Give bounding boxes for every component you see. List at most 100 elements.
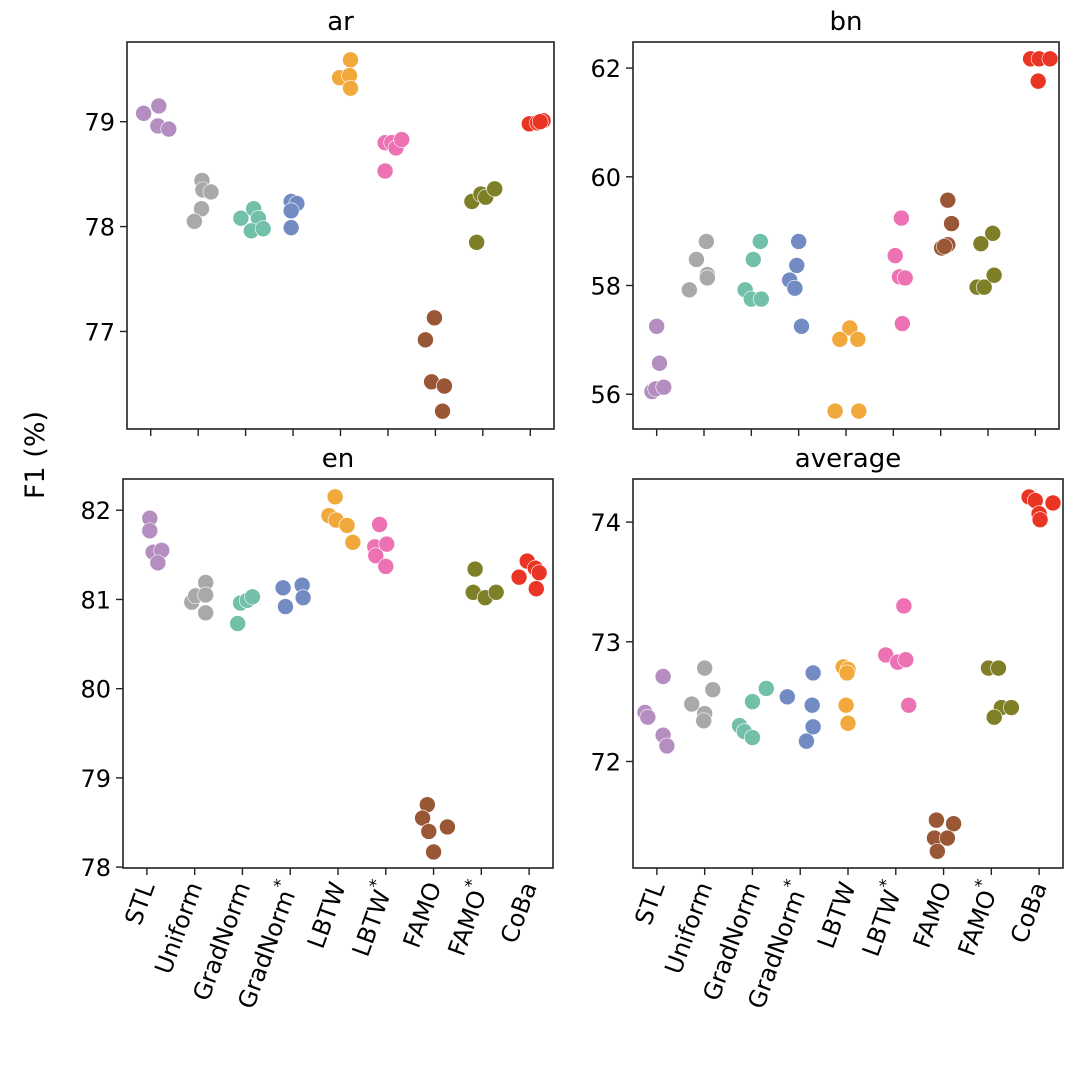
y-tick-label: 78: [84, 214, 115, 242]
data-point: [696, 659, 713, 677]
plot-frame: [126, 41, 555, 430]
x-tick-label-text: LBTW: [302, 878, 352, 952]
series-coba: [510, 552, 548, 598]
data-point: [342, 51, 359, 69]
x-tick-label: STL: [119, 878, 160, 929]
panel-average: average727374STLUniformGradNormGradNorm*…: [590, 444, 1064, 1012]
series-lbtw-star: [376, 131, 411, 180]
data-point: [274, 579, 292, 597]
series-lbtw: [826, 319, 868, 420]
y-tick-label: 79: [84, 109, 115, 137]
panel-ar: ar 77 78 79: [84, 7, 555, 436]
data-point: [436, 377, 453, 395]
series-gradnorm-star: [282, 193, 306, 236]
series-gradnorm: [232, 200, 272, 240]
data-point: [197, 586, 214, 604]
data-point: [141, 522, 159, 540]
data-point: [282, 219, 300, 236]
y-tick-label: 82: [80, 497, 111, 525]
x-tick-label-text: STL: [629, 878, 670, 929]
data-point: [1031, 511, 1049, 528]
x-tick-label-text: LBTW: [347, 886, 397, 960]
series-famo-star: [464, 560, 505, 606]
data-point: [886, 247, 904, 264]
panel-title: average: [795, 444, 901, 474]
data-point: [527, 580, 545, 598]
data-point: [149, 554, 167, 572]
data-point: [651, 354, 668, 372]
data-point: [752, 290, 770, 308]
data-point: [744, 729, 761, 746]
data-point: [439, 818, 456, 836]
data-point: [202, 183, 220, 201]
data-point: [972, 235, 990, 252]
series-famo-star: [968, 225, 1003, 296]
data-point: [277, 598, 294, 615]
data-point: [698, 233, 715, 250]
data-point: [752, 233, 769, 250]
panel-bn: bn 56 58 60 62: [590, 7, 1060, 436]
series-stl: [643, 317, 673, 400]
data-point: [893, 209, 910, 227]
series-lbtw: [331, 51, 359, 97]
data-point: [744, 251, 762, 268]
series-gradnorm-star: [781, 233, 810, 335]
y-tick-label: 74: [590, 509, 621, 537]
data-point: [984, 225, 1002, 242]
data-point: [788, 257, 806, 274]
x-tick-label-text: FAMO: [443, 886, 492, 959]
data-point: [193, 200, 210, 218]
data-point: [393, 131, 411, 148]
plot-frame: [122, 478, 554, 869]
data-point: [798, 732, 815, 750]
data-point: [197, 604, 214, 622]
data-point: [344, 534, 362, 551]
y-tick-label: 81: [80, 586, 111, 614]
series-uniform: [183, 574, 214, 622]
data-point: [803, 696, 821, 714]
series-gradnorm: [736, 233, 770, 308]
data-point: [985, 266, 1003, 284]
data-point: [757, 680, 775, 697]
series-lbtw-star: [366, 516, 396, 575]
data-point: [1029, 72, 1047, 90]
y-tick-label: 72: [590, 748, 621, 776]
data-point: [945, 815, 962, 833]
x-tick-label: CoBa: [1005, 878, 1053, 946]
plot-frame: [632, 478, 1064, 869]
data-point: [420, 823, 438, 840]
data-point: [244, 588, 261, 606]
x-tick-label-text: CoBa: [1005, 878, 1053, 946]
series-lbtw-star: [877, 597, 917, 714]
series-gradnorm: [229, 588, 261, 632]
series-coba: [1022, 50, 1059, 90]
data-point: [135, 105, 152, 122]
data-point: [654, 668, 672, 685]
data-point: [468, 234, 485, 251]
data-point: [282, 202, 300, 220]
series-famo-star: [463, 180, 503, 251]
y-tick-label: 73: [590, 629, 621, 657]
data-point: [681, 281, 698, 299]
y-tick-label: 62: [590, 55, 621, 83]
x-tick-label: LBTW: [302, 878, 352, 952]
data-point: [658, 737, 676, 755]
data-point: [786, 279, 804, 297]
data-point: [826, 402, 844, 420]
series-famo: [417, 309, 453, 420]
data-point: [849, 331, 867, 348]
data-point: [639, 708, 657, 726]
y-tick-label: 58: [590, 273, 621, 301]
data-point: [985, 708, 1003, 726]
data-point: [326, 488, 344, 506]
panel-title: en: [322, 444, 354, 474]
data-point: [378, 535, 396, 553]
y-tick-label: 78: [80, 854, 111, 882]
data-point: [897, 651, 915, 669]
x-tick-label-text: FAMO: [398, 878, 447, 951]
data-point: [804, 718, 822, 736]
data-point: [367, 547, 385, 565]
data-point: [975, 278, 993, 296]
data-point: [1003, 699, 1020, 716]
data-point: [704, 681, 722, 698]
